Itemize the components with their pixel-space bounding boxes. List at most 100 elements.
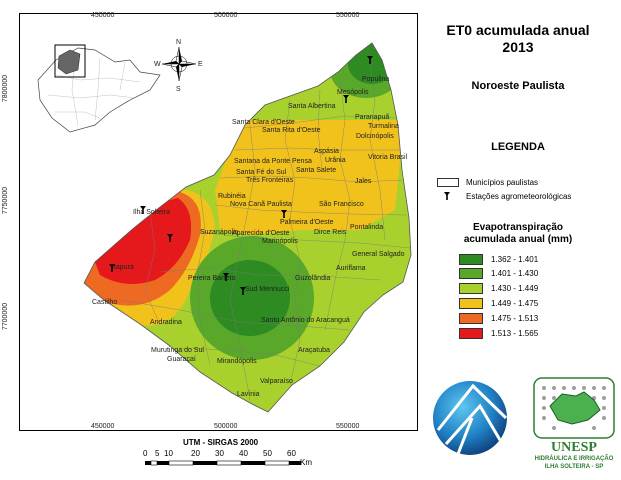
class-swatch [459, 328, 483, 339]
class-legend-title: Evapotranspiração acumulada anual (mm) [428, 222, 608, 246]
unesp-name: UNESP [551, 440, 597, 455]
municipality-label: Vitoria Brasil [368, 154, 408, 161]
class-swatch [459, 298, 483, 309]
municipality-label: Guzolândia [295, 275, 331, 282]
municipality-label: Auriflama [336, 265, 366, 272]
legend-stations: Estações agrometeorológicas [466, 192, 572, 201]
x-tick-top-2: 500000 [214, 12, 238, 19]
zone-red-west [95, 198, 192, 284]
scale-label: 0 [143, 449, 148, 458]
municipality-label: Turmalina [368, 123, 399, 130]
scale-label: 60 [287, 449, 296, 458]
class-swatch [459, 254, 483, 265]
region-outline [83, 42, 412, 413]
municipality-label: Santa Fé do Sul [236, 169, 287, 176]
x-tick-bottom-1: 450000 [91, 423, 115, 430]
class-legend-title-line1: Evapotranspiração [472, 222, 564, 233]
municipality-label: Santo Antônio do Aracanguá [261, 317, 350, 324]
municipality-label: Três Fronteiras [246, 177, 294, 184]
municipality-label: Castilho [92, 299, 117, 306]
municipality-label: General Salgado [352, 251, 405, 258]
zone-yellow-north [215, 120, 400, 235]
station-icon [223, 273, 229, 281]
scale-label: 20 [191, 449, 200, 458]
municipality-label: Aspásia [314, 148, 339, 155]
unesp-logo [533, 377, 615, 439]
class-label: 1.401 - 1.430 [491, 269, 539, 278]
station-icon [343, 95, 349, 103]
municipality-label: Jales [355, 178, 372, 185]
municipality-labels: Populina Mesópolis Santa Albertina Paran… [92, 76, 408, 398]
municipality-label: Dirce Reis [314, 229, 347, 236]
map-title-year: 2013 [502, 39, 534, 55]
unesp-dept: HIDRÁULICA E IRRIGAÇÃO [534, 456, 614, 462]
municipality-label: Palmeira d'Oeste [280, 219, 334, 226]
class-label: 1.449 - 1.475 [491, 299, 539, 308]
legend-title: LEGENDA [491, 141, 545, 153]
municipality-label: Santa Albertina [288, 103, 336, 110]
municipality-label: Mirandópolis [217, 358, 257, 365]
compass-s: S [176, 86, 181, 93]
scale-label: 30 [215, 449, 224, 458]
compass-e: E [198, 61, 203, 68]
municipality-label: Aparecida d'Oeste [232, 230, 289, 237]
scale-label: 50 [263, 449, 272, 458]
class-label: 1.362 - 1.401 [491, 255, 539, 264]
map-title-line1: ET0 acumulada anual [446, 22, 590, 38]
station-icon [281, 210, 287, 218]
inset-highlight-box [54, 44, 86, 78]
municipality-swatch [437, 178, 459, 187]
class-swatch [459, 268, 483, 279]
x-tick-bottom-3: 550000 [336, 423, 360, 430]
municipality-label: Santa Rita d'Oeste [262, 127, 321, 134]
unesp-text: UNESP HIDRÁULICA E IRRIGAÇÃO ILHA SOLTEI… [534, 441, 614, 471]
municipality-label: Santa Salete [296, 167, 336, 174]
municipality-label: Valparaíso [260, 378, 293, 385]
municipality-label: Sud Mennucci [245, 286, 290, 293]
municipality-label: Santana da Ponte Pensa [234, 158, 312, 165]
municipality-label: Dolcinópolis [356, 133, 394, 140]
x-tick-bottom-2: 500000 [214, 423, 238, 430]
station-icon [109, 264, 115, 272]
compass-rose-icon [161, 46, 197, 82]
station-icon [167, 234, 173, 242]
municipality-label: Andradina [150, 319, 182, 326]
unesp-city: ILHA SOLTEIRA - SP [544, 464, 604, 470]
station-legend-icon [444, 192, 450, 200]
municipality-label: Rubinéia [218, 193, 246, 200]
scale-label: 40 [239, 449, 248, 458]
class-legend-title-line2: acumulada anual (mm) [463, 234, 573, 245]
compass-n: N [176, 39, 181, 46]
station-icon [240, 287, 246, 295]
scale-unit: Km [300, 458, 312, 467]
legend-municipalities: Municípios paulistas [466, 178, 539, 187]
scale-title: UTM - SIRGAS 2000 [183, 438, 259, 447]
municipality-label: Mesópolis [337, 89, 369, 96]
municipality-label: São Francisco [319, 201, 364, 208]
class-swatch [459, 313, 483, 324]
class-label: 1.513 - 1.565 [491, 329, 539, 338]
class-label: 1.430 - 1.449 [491, 284, 539, 293]
station-markers [109, 56, 373, 295]
municipality-label: Urânia [325, 157, 346, 164]
municipality-label: Marinópolis [262, 238, 298, 245]
municipality-label: Paranapuã [355, 114, 389, 121]
compass-w: W [154, 61, 161, 68]
scale-label: 5 [155, 449, 160, 458]
scale-bar [145, 460, 301, 466]
municipality-label: Ilha Solteira [133, 209, 170, 216]
station-icon [140, 206, 146, 214]
municipality-label: Pereira Barreto [188, 275, 236, 282]
municipality-label: Araçatuba [298, 347, 330, 354]
zone-green-dark-mid [210, 260, 290, 336]
x-tick-top-3: 550000 [336, 12, 360, 19]
municipality-label: Itapura [112, 264, 134, 271]
map-title: ET0 acumulada anual 2013 [428, 22, 608, 56]
x-tick-top-1: 450000 [91, 12, 115, 19]
municipality-label: Populina [362, 76, 389, 83]
municipality-label: Nova Canã Paulista [230, 201, 292, 208]
municipality-label: Murutinga do Sul [151, 347, 204, 354]
class-swatch [459, 283, 483, 294]
municipality-label: Santa Clara d'Oeste [232, 119, 295, 126]
